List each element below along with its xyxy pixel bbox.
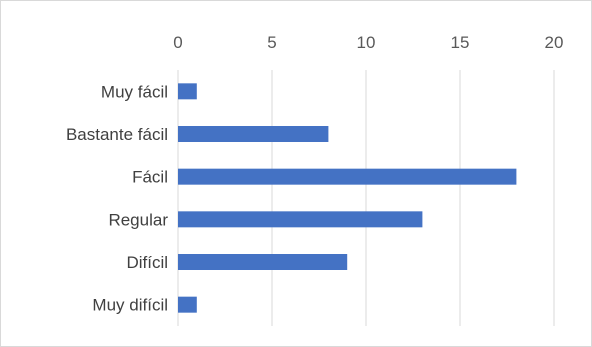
x-tick-labels: 0 5 10 15 20 [173, 33, 563, 52]
x-tick-label: 20 [545, 33, 564, 52]
x-tick-label: 5 [267, 33, 276, 52]
bar [178, 126, 329, 142]
bar [178, 254, 348, 270]
x-tick-label: 15 [451, 33, 470, 52]
category-label: Difícil [126, 253, 168, 272]
bar [178, 296, 197, 313]
category-label: Muy difícil [92, 296, 168, 315]
bar [178, 168, 517, 185]
category-label: Muy fácil [101, 82, 168, 101]
bar [178, 211, 423, 228]
bar [178, 83, 197, 100]
category-labels: Muy fácil Bastante fácil Fácil Regular Difíc… [66, 82, 168, 314]
x-tick-label: 10 [357, 33, 376, 52]
category-label: Bastante fácil [66, 125, 168, 144]
grid-lines [177, 70, 555, 326]
category-label: Regular [108, 210, 168, 229]
bars [178, 83, 517, 313]
category-label: Fácil [132, 168, 168, 187]
x-tick-label: 0 [173, 33, 182, 52]
